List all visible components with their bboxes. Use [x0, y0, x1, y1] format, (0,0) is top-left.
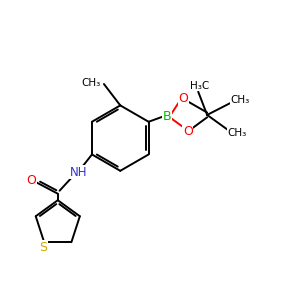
Text: H₃C: H₃C	[190, 81, 209, 91]
Text: B: B	[163, 110, 171, 123]
Text: O: O	[178, 92, 188, 105]
Text: S: S	[40, 241, 48, 254]
Text: CH₃: CH₃	[231, 95, 250, 105]
Text: O: O	[26, 174, 36, 188]
Text: CH₃: CH₃	[82, 77, 101, 88]
Text: CH₃: CH₃	[228, 128, 247, 138]
Text: NH: NH	[70, 166, 87, 179]
Text: O: O	[183, 125, 193, 138]
